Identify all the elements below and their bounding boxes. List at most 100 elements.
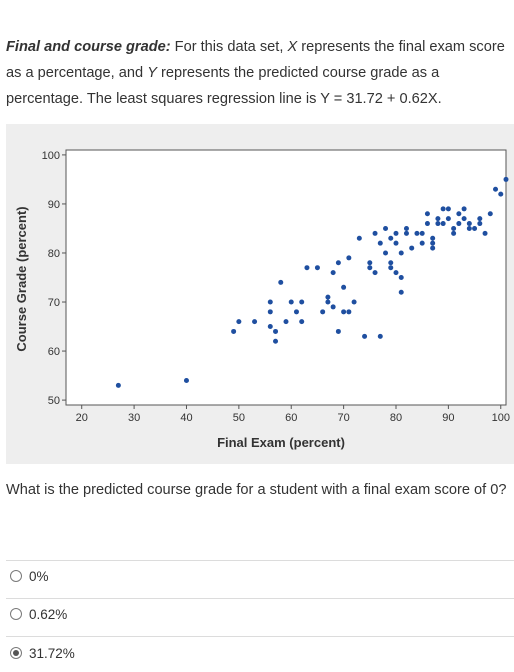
x-tick-label: 70: [337, 412, 349, 424]
option-label: 31.72%: [29, 645, 75, 661]
data-point: [377, 240, 383, 246]
y-variable: Y: [147, 65, 157, 81]
option-label: 0%: [29, 568, 49, 584]
x-tick-label: 20: [76, 412, 88, 424]
data-point: [372, 230, 378, 236]
plot-area: [65, 149, 507, 406]
x-tick-label: 60: [285, 412, 297, 424]
data-point: [393, 240, 399, 246]
data-point: [493, 186, 499, 192]
data-point: [236, 319, 242, 325]
data-point: [472, 225, 478, 231]
data-point: [377, 333, 383, 339]
data-point: [299, 299, 305, 305]
data-point: [482, 230, 488, 236]
data-point: [330, 270, 336, 276]
question-text: What is the predicted course grade for a…: [6, 482, 507, 498]
data-point: [346, 255, 352, 261]
y-tick-label: 60: [48, 346, 60, 358]
data-point: [304, 265, 310, 271]
option-label: 0.62%: [29, 606, 68, 622]
divider: [6, 636, 514, 637]
data-point: [293, 309, 299, 315]
data-point: [440, 221, 446, 227]
data-point: [435, 216, 441, 222]
data-point: [503, 176, 509, 182]
data-point: [252, 319, 258, 325]
data-point: [414, 230, 420, 236]
option-31-72-percent[interactable]: 31.72%: [10, 643, 75, 663]
data-point: [341, 309, 347, 315]
data-point: [372, 270, 378, 276]
data-point: [398, 289, 404, 295]
radio-button[interactable]: [10, 608, 22, 620]
data-point: [325, 299, 331, 305]
data-point: [335, 328, 341, 334]
data-point: [477, 216, 483, 222]
data-point: [362, 333, 368, 339]
x-tick-label: 40: [180, 412, 192, 424]
data-point: [456, 211, 462, 217]
data-point: [325, 294, 331, 300]
problem-statement: Final and course grade: For this data se…: [6, 34, 514, 112]
data-point: [456, 221, 462, 227]
data-point: [273, 338, 279, 344]
data-point: [367, 260, 373, 266]
x-tick-label: 90: [442, 412, 454, 424]
data-point: [430, 240, 436, 246]
scatter-plot-svg: 20 30 40 50 60 70 80 90 100 50 60 70 80 90 100 Final …: [14, 149, 510, 450]
data-point: [351, 299, 357, 305]
y-tick-label: 70: [48, 297, 60, 309]
y-tick-label: 100: [42, 150, 60, 162]
data-point: [430, 235, 436, 241]
data-point: [283, 319, 289, 325]
data-point: [393, 270, 399, 276]
data-point: [403, 230, 409, 236]
data-point: [445, 216, 451, 222]
data-point: [398, 275, 404, 280]
data-point: [424, 211, 430, 217]
data-point: [409, 245, 415, 251]
data-point: [335, 260, 341, 266]
data-point: [115, 382, 121, 388]
data-point: [435, 221, 441, 227]
data-point: [267, 324, 273, 330]
data-point: [367, 265, 373, 271]
data-point: [393, 230, 399, 236]
data-point: [388, 235, 394, 241]
data-point: [430, 245, 436, 251]
data-point: [440, 206, 446, 212]
scatter-chart: 20 30 40 50 60 70 80 90 100 50 60 70 80 90 100 Final …: [6, 124, 514, 464]
problem-title: Final and course grade:: [6, 39, 171, 55]
y-tick-label: 80: [48, 248, 60, 260]
data-point: [383, 250, 389, 256]
x-tick-label: 50: [233, 412, 245, 424]
data-point: [273, 328, 279, 334]
x-tick-label: 100: [492, 412, 510, 424]
divider: [6, 598, 514, 599]
data-point: [388, 265, 394, 271]
data-point: [466, 225, 472, 231]
data-point: [314, 265, 320, 271]
data-point: [461, 216, 467, 222]
data-point: [231, 328, 237, 334]
radio-button[interactable]: [10, 570, 22, 582]
data-point: [183, 377, 189, 383]
data-point: [288, 299, 294, 305]
radio-button-selected[interactable]: [10, 647, 22, 659]
statement-part-3: represents the predicted course grade as…: [6, 65, 442, 107]
data-point: [346, 309, 352, 315]
data-point: [356, 235, 362, 241]
data-point: [419, 240, 425, 246]
data-point: [341, 284, 347, 290]
y-tick-label: 50: [48, 395, 60, 407]
data-point: [299, 319, 305, 325]
data-point: [487, 211, 493, 217]
data-point: [320, 309, 326, 315]
data-point: [267, 299, 273, 305]
x-axis-label: Final Exam (percent): [217, 435, 345, 450]
data-point: [477, 221, 483, 227]
option-0-percent[interactable]: 0%: [10, 566, 49, 586]
divider: [6, 560, 514, 561]
option-0-62-percent[interactable]: 0.62%: [10, 604, 67, 624]
